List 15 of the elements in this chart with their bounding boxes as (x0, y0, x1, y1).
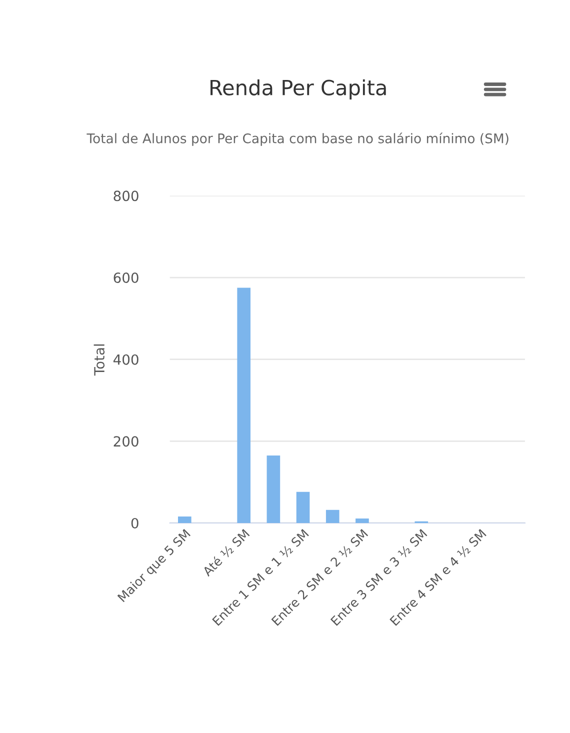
chart-title: Renda Per Capita (210, 79, 386, 100)
y-tick-label: 200 (114, 436, 138, 447)
bar (266, 455, 280, 523)
chart-subtitle: Total de Alunos por Per Capita com base no salário mínimo (SM) (86, 132, 508, 146)
x-tick-label: Até ½ SM (201, 528, 250, 577)
bar (356, 518, 369, 523)
y-tick-label: 600 (114, 272, 138, 284)
bar (326, 510, 340, 523)
y-tick-label: 800 (114, 190, 138, 202)
y-tick-label: 0 (131, 518, 138, 528)
y-tick-label: 400 (113, 354, 138, 365)
y-axis-title: Total (94, 344, 105, 376)
bar (237, 288, 250, 523)
bar (178, 516, 192, 523)
bar (296, 492, 310, 523)
